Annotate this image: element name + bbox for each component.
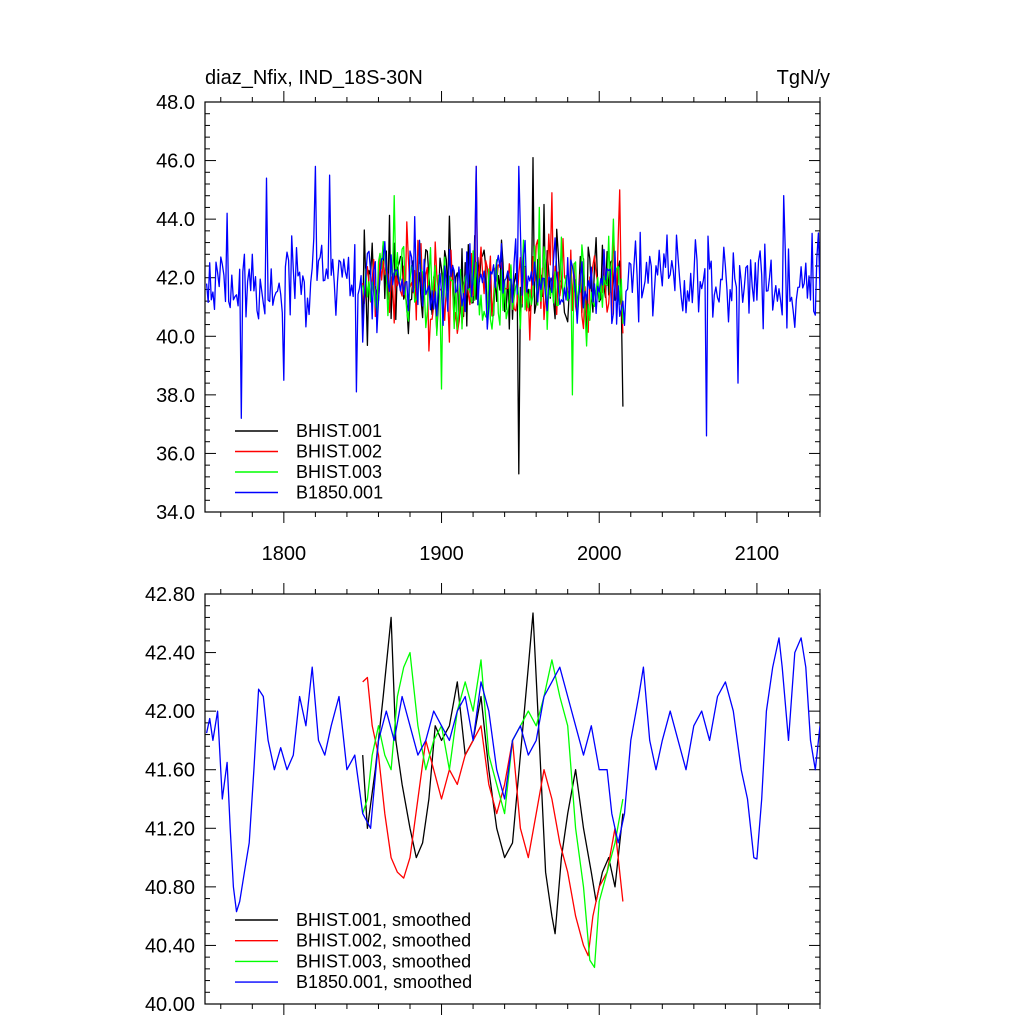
plot-title-right: TgN/y bbox=[777, 67, 830, 89]
y-tick-label: 40.00 bbox=[145, 994, 195, 1016]
series-line-b1850-001 bbox=[205, 165, 820, 437]
y-tick-label: 41.20 bbox=[145, 818, 195, 840]
plot-frame bbox=[204, 101, 821, 513]
series-group bbox=[205, 156, 820, 475]
y-tick-label: 42.0 bbox=[156, 268, 195, 290]
y-tick-label: 34.0 bbox=[156, 502, 195, 524]
series-line-bhist-003-smoothed bbox=[362, 651, 624, 969]
series-line-bhist-002-smoothed bbox=[362, 676, 624, 957]
series-group bbox=[205, 612, 820, 969]
plot-title-left: diaz_Nfix, IND_18S-30N bbox=[205, 67, 423, 89]
legend-label: BHIST.001 bbox=[296, 421, 382, 441]
x-tick-label: 2100 bbox=[735, 543, 780, 565]
legend-label: BHIST.002 bbox=[296, 442, 382, 462]
y-tick-label: 40.0 bbox=[156, 326, 195, 348]
series-line-bhist-001-smoothed bbox=[362, 612, 624, 935]
y-tick-label: 44.0 bbox=[156, 209, 195, 231]
y-tick-label: 41.60 bbox=[145, 760, 195, 782]
legend-label: B1850.001 bbox=[296, 483, 383, 503]
series-line-b1850-001-smoothed bbox=[205, 637, 820, 913]
y-tick-label: 38.0 bbox=[156, 385, 195, 407]
legend-label: BHIST.003, smoothed bbox=[296, 951, 471, 971]
x-tick-label: 2000 bbox=[577, 543, 622, 565]
bottom-panel: 40.00 40.40 40.80 41.20 41.60 42.00 42.40 42.80… bbox=[145, 583, 821, 1016]
y-tick-label: 46.0 bbox=[156, 151, 195, 173]
top-panel: 34.0 36.0 38.0 40.0 42.0 44.0 46.0 48.0 1800 1900… bbox=[156, 91, 821, 565]
y-tick-label: 40.80 bbox=[145, 877, 195, 899]
legend-label: B1850.001, smoothed bbox=[296, 972, 472, 992]
y-tick-label: 36.0 bbox=[156, 443, 195, 465]
legend-label: BHIST.003 bbox=[296, 462, 382, 482]
y-tick-label: 48.0 bbox=[156, 92, 195, 114]
legend-label: BHIST.001, smoothed bbox=[296, 910, 471, 930]
plot-frame bbox=[204, 593, 821, 1005]
legend-label: BHIST.002, smoothed bbox=[296, 931, 471, 951]
y-tick-label: 40.40 bbox=[145, 935, 195, 957]
x-tick-label: 1800 bbox=[262, 543, 307, 565]
y-tick-label: 42.80 bbox=[145, 584, 195, 606]
y-tick-label: 42.00 bbox=[145, 701, 195, 723]
x-tick-label: 1900 bbox=[419, 543, 464, 565]
y-tick-label: 42.40 bbox=[145, 643, 195, 665]
